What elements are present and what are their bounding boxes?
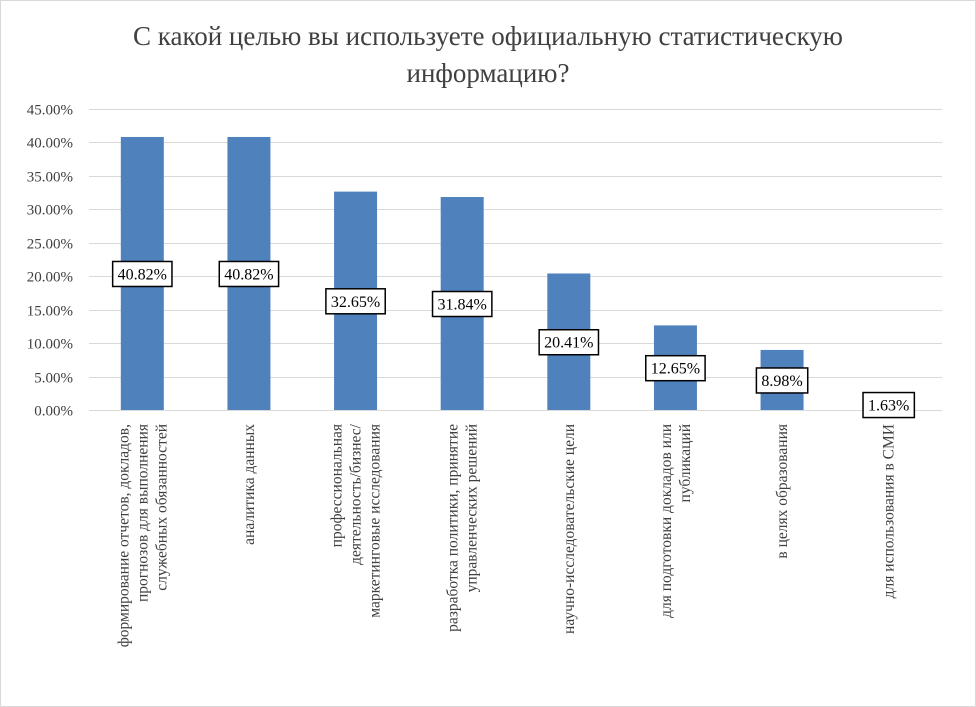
y-tick-label: 40.00% [27, 136, 73, 152]
category-label-line: прогнозов для выполнения [134, 424, 151, 602]
data-label-box [431, 290, 493, 318]
data-label-text: 8.98% [761, 373, 802, 390]
data-label: 32.65% [325, 288, 386, 315]
data-label: 1.63% [862, 391, 916, 419]
data-label-text: 32.65% [331, 294, 380, 311]
category-label-line: управленческих решений [464, 424, 481, 592]
data-label-text: 40.82% [118, 266, 167, 283]
category-label-line: для подготовки докладов или [658, 424, 675, 618]
y-tick-label: 10.00% [27, 337, 73, 353]
x-axis-category-labels: формирование отчетов, докладов, прогнозов… [115, 423, 897, 647]
data-label-box [755, 367, 809, 394]
data-label-text: 40.82% [224, 266, 273, 283]
data-label-box [218, 260, 280, 288]
data-label-box [325, 288, 386, 315]
chart-title-line-1: С какой целью вы используете официальную… [133, 21, 843, 51]
y-tick-label: 30.00% [27, 203, 73, 219]
category-label: в целях образования [774, 424, 791, 559]
data-label-box [862, 391, 916, 419]
data-label: 12.65% [645, 354, 706, 382]
y-tick-label: 20.00% [27, 270, 73, 286]
category-label-line: маркетинговые исследования [367, 424, 384, 618]
data-label: 31.84% [431, 290, 493, 318]
data-label-box [538, 328, 600, 356]
y-tick-label: 25.00% [27, 237, 73, 253]
y-tick-label: 35.00% [27, 170, 73, 186]
category-label-line: аналитика данных [241, 424, 258, 545]
data-label-text: 1.63% [868, 398, 909, 415]
category-label-line: научно-исследовательские цели [561, 424, 578, 634]
category-label: для использования в СМИ [881, 424, 898, 598]
category-label: аналитика данных [241, 424, 258, 545]
category-label-line: разработка политики, принятие [445, 424, 462, 632]
data-label-text: 31.84% [438, 297, 487, 314]
y-tick-label: 15.00% [27, 304, 73, 320]
category-label-line: формирование отчетов, докладов, [115, 424, 132, 647]
category-label: научно-исследовательские цели [561, 424, 578, 634]
data-label-box [645, 354, 706, 382]
data-label: 20.41% [538, 328, 600, 356]
category-label: разработка политики, принятие управленчес… [445, 424, 481, 632]
category-label-line: публикаций [677, 424, 694, 502]
data-label-text: 20.41% [544, 335, 593, 352]
data-label: 40.82% [111, 260, 173, 288]
category-label-line: деятельность/бизнес/ [348, 423, 365, 565]
category-label: для подготовки докладов или публикаций [658, 424, 694, 618]
category-label: профессиональная деятельность/бизнес/марк… [329, 423, 384, 617]
y-tick-label: 0.00% [34, 404, 73, 420]
category-label-line: в целях образования [774, 424, 791, 559]
data-label-box [111, 260, 173, 288]
y-tick-label: 45.00% [27, 103, 73, 119]
category-label-line: служебных обязанностей [153, 424, 170, 591]
category-label: формирование отчетов, докладов, прогнозов… [115, 424, 170, 647]
data-label-text: 12.65% [651, 361, 700, 378]
y-tick-label: 5.00% [34, 371, 73, 387]
category-label-line: для использования в СМИ [881, 424, 898, 598]
chart-title-line-2: информацию? [406, 58, 570, 88]
y-axis-tick-labels: 0.00% 5.00% 10.00% 15.00% 20.00% 25.00% 30.00%… [27, 103, 73, 420]
data-labels: 40.82% 40.82% 32.65% 31.84% 20.41% 12.65% 8.98… [111, 260, 916, 419]
category-label-line: профессиональная [329, 424, 346, 547]
data-label: 8.98% [755, 367, 809, 394]
gridlines [89, 109, 942, 378]
chart-title: С какой целью вы используете официальную… [0, 18, 976, 92]
data-label: 40.82% [218, 260, 280, 288]
